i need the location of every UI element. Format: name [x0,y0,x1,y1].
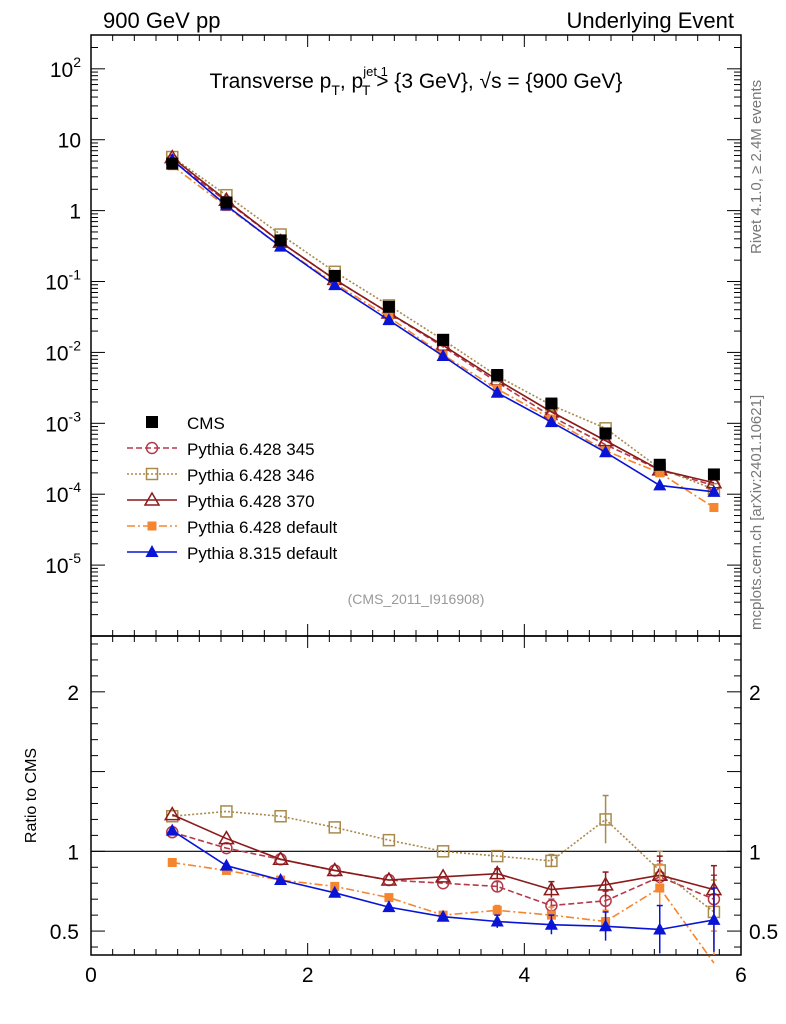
ratio-data-point [653,922,667,935]
legend-marker [145,441,159,455]
data-point [436,349,450,362]
ratio-y-tick-label-left: 2 [67,682,79,705]
header-left: 900 GeV pp [103,8,221,33]
ratio-y-tick-label-left: 0.5 [50,921,79,944]
ratio-data-point [167,857,177,867]
ratio-data-point [491,880,504,893]
ratio-data-point [218,830,235,845]
data-point [382,313,396,326]
ratio-y-tick-label-left: 1 [67,841,79,864]
header-right: Underlying Event [566,8,734,33]
legend-label: Pythia 8.315 default [187,544,338,563]
y-tick-label: 10-1 [45,267,81,295]
ratio-data-point [219,858,233,871]
ratio-data-point [490,914,504,927]
ratio-y-tick-label-right: 2 [749,682,761,705]
cms-data-point [545,397,558,410]
ratio-data-point [328,821,341,834]
data-point [655,468,665,478]
cms-data-point [382,300,395,313]
legend-label: Pythia 6.428 default [187,518,338,537]
legend-label: Pythia 6.428 345 [187,440,315,459]
y-tick-label: 10-5 [45,550,81,578]
legend-marker [146,416,158,428]
ratio-data-point [436,845,450,858]
y-tick-label: 10-3 [45,408,81,436]
series-line [171,159,715,487]
legend-marker [145,467,159,481]
y-tick-label: 10 [58,130,81,153]
legend-label: CMS [187,414,225,433]
data-point [709,502,719,512]
ratio-data-point [328,885,342,898]
cms-data-point [166,157,179,170]
ratio-data-point [491,849,504,863]
ratio-data-point [380,871,398,886]
ratio-data-point [220,841,233,855]
ratio-data-point [599,813,612,826]
data-point [599,445,613,458]
y-tick-label: 1 [69,201,81,224]
series-line [171,156,715,484]
cms-data-point [707,468,720,481]
ratio-data-point [488,865,506,880]
ratio-data-point [326,861,344,877]
data-point [328,278,342,291]
legend-marker [147,521,157,531]
ratio-series-line [172,810,715,913]
ratio-y-tick-label-right: 1 [749,841,761,864]
cms-data-point [220,196,233,209]
data-point [653,478,667,491]
ratio-data-point [597,876,614,891]
legend-label: Pythia 6.428 346 [187,466,315,485]
ratio-data-point [436,909,450,922]
y-tick-label: 10-2 [45,337,81,365]
x-tick-label: 2 [302,964,314,987]
legend-label: Pythia 6.428 370 [187,492,315,511]
ratio-data-point [220,805,233,818]
cms-data-point [328,269,341,282]
ratio-data-point [544,917,558,930]
ratio-y-tick-label-right: 0.5 [749,921,778,944]
ratio-data-point [492,905,502,915]
data-point [707,484,721,497]
cms-data-point [491,369,504,382]
ratio-data-point [382,900,396,913]
cms-data-point [437,333,450,346]
ratio-series-line [172,831,715,907]
ratio-data-point [655,883,665,893]
y-tick-label: 102 [50,54,81,82]
x-tick-label: 0 [85,964,97,987]
cms-data-point [274,234,287,247]
legend-marker [143,491,161,506]
ratio-data-point [382,833,396,847]
cms-data-point [653,458,666,471]
ratio-y-axis-label: Ratio to CMS [23,748,40,843]
ratio-data-point [543,881,560,896]
legend-marker [145,545,159,557]
ratio-data-point [165,823,179,836]
x-tick-label: 6 [735,964,747,987]
data-point [490,385,504,398]
ratio-data-point [434,868,452,883]
ratio-data-point [384,893,394,903]
ratio-data-point [545,854,558,868]
ratio-data-point [707,912,721,925]
ratio-data-point [272,850,289,866]
ratio-data-point [274,873,288,886]
ratio-data-point [599,919,613,932]
data-point [544,415,558,428]
ratio-series-line [171,813,715,891]
ratio-data-point [163,806,181,821]
ratio-data-point [274,809,287,823]
x-tick-label: 4 [518,964,530,987]
analysis-watermark: (CMS_2011_I916908) [348,591,485,607]
ratio-plot-frame [90,635,742,956]
ratio-data-point [436,876,450,890]
cms-data-point [599,427,612,440]
y-tick-label: 10-4 [45,479,81,507]
